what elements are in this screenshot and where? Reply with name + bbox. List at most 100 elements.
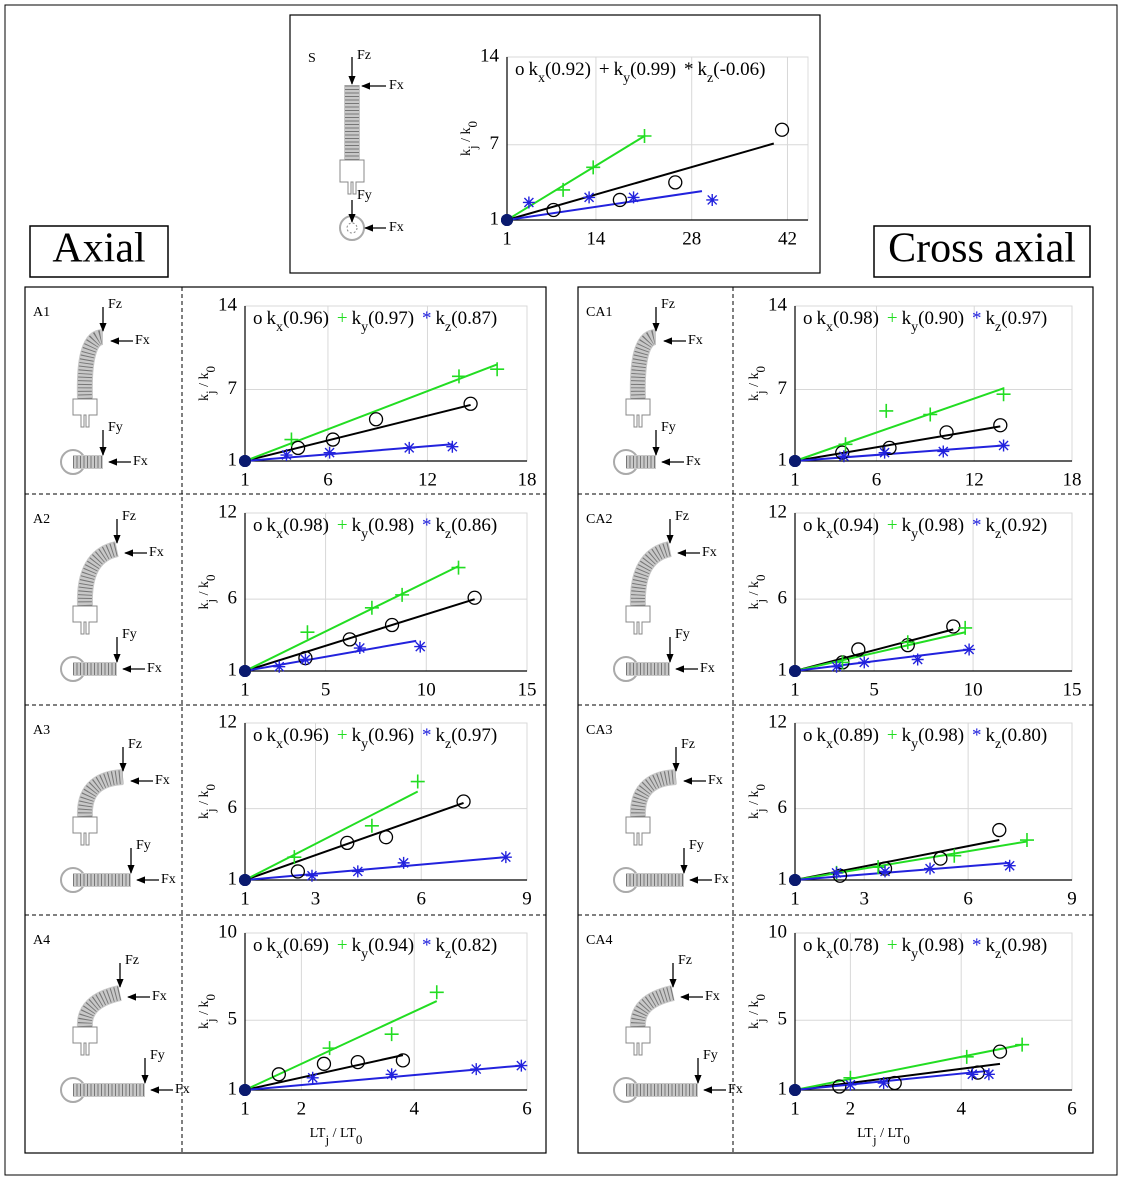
section-label: Axial — [52, 226, 145, 272]
data-point — [963, 643, 975, 655]
legend-note: (0.82) — [451, 935, 497, 956]
legend-name: k — [902, 308, 912, 329]
clamp — [626, 817, 650, 845]
x-tick-label: 14 — [586, 228, 606, 249]
force-label: Fx — [161, 872, 176, 887]
x-tick-label: 2 — [846, 1098, 856, 1119]
legend-name: k — [267, 935, 277, 956]
panel-label: CA1 — [586, 305, 612, 320]
x-tick-label: 1 — [240, 888, 250, 909]
legend-note: (0.97) — [368, 308, 414, 329]
clamp — [73, 606, 97, 634]
axis-label-part: k — [197, 394, 212, 401]
data-point — [352, 865, 364, 877]
x-tick-label: 6 — [323, 469, 333, 490]
force-label: Fz — [678, 953, 692, 968]
x-tick-label: 28 — [682, 228, 701, 249]
legend-name: k — [614, 59, 624, 80]
legend-note: (0.80) — [1001, 725, 1047, 746]
origin-point — [789, 665, 801, 677]
axis-label-part: k — [459, 149, 474, 156]
legend-note: (0.97) — [451, 725, 497, 746]
x-tick-label: 5 — [869, 679, 879, 700]
legend-sub: y — [361, 527, 368, 542]
legend-name: k — [986, 725, 996, 746]
panel-label: CA3 — [586, 723, 612, 738]
x-tick-label: 3 — [311, 888, 321, 909]
force-label: Fx — [389, 220, 404, 235]
legend-note: (-0.06) — [713, 59, 765, 80]
panel-label: CA4 — [586, 933, 612, 948]
legend-note: (0.69) — [283, 935, 329, 956]
data-point — [879, 447, 891, 459]
axis-label-part: k — [197, 603, 212, 610]
legend-name: k — [529, 59, 539, 80]
legend-marker: + — [599, 59, 610, 80]
legend-sub: y — [911, 737, 918, 752]
legend-marker: * — [422, 935, 432, 956]
legend-note: (0.87) — [451, 308, 497, 329]
force-label: Fz — [128, 737, 142, 752]
clamp — [73, 399, 97, 427]
legend-note: (0.99) — [630, 59, 676, 80]
axis-label-part: 0 — [753, 784, 768, 791]
data-point — [831, 867, 843, 879]
data-point — [273, 661, 285, 673]
force-label: Fx — [728, 1082, 743, 1097]
data-point — [831, 661, 843, 673]
ring — [347, 223, 357, 233]
legend-name: k — [817, 515, 827, 536]
axis-label: kj / k0 — [747, 784, 768, 819]
panel-label: A4 — [33, 933, 50, 948]
axis-label-part: 0 — [203, 366, 218, 373]
legend-name: k — [698, 59, 708, 80]
y-tick-label: 1 — [778, 449, 788, 470]
legend-name: k — [986, 935, 996, 956]
y-tick-label: 7 — [778, 378, 788, 399]
legend-marker: + — [337, 308, 348, 329]
legend-marker: o — [803, 935, 813, 956]
legend-marker: + — [337, 725, 348, 746]
legend-note: (0.98) — [918, 935, 964, 956]
data-point — [299, 654, 311, 666]
legend-name: k — [986, 515, 996, 536]
legend-name: k — [817, 935, 827, 956]
y-tick-label: 10 — [768, 921, 787, 942]
legend-name: k — [352, 308, 362, 329]
x-tick-label: 1 — [790, 1098, 800, 1119]
data-point — [398, 857, 410, 869]
legend-name: k — [352, 935, 362, 956]
legend-marker: o — [253, 515, 263, 536]
force-label: Fx — [688, 333, 703, 348]
force-label: Fz — [357, 48, 371, 63]
y-tick-label: 6 — [778, 797, 788, 818]
data-point — [858, 656, 870, 668]
legend-sub: x — [538, 71, 545, 86]
data-point — [446, 441, 458, 453]
legend-note: (0.78) — [833, 935, 879, 956]
y-tick-label: 5 — [228, 1009, 238, 1030]
legend-note: (0.89) — [833, 725, 879, 746]
legend-note: (0.98) — [368, 515, 414, 536]
x-tick-label: 4 — [956, 1098, 966, 1119]
y-tick-label: 1 — [228, 1078, 238, 1099]
legend-sub: x — [276, 737, 283, 752]
legend-marker: * — [972, 935, 982, 956]
axis-label-part: / k — [197, 790, 212, 808]
y-tick-label: 14 — [768, 294, 788, 315]
data-point — [280, 449, 292, 461]
axis-label: kj / k0 — [459, 121, 480, 156]
legend-sub: x — [826, 947, 833, 962]
x-tick-label: 4 — [409, 1098, 419, 1119]
panel-label: CA2 — [586, 512, 612, 527]
x-tick-label: 1 — [790, 469, 800, 490]
axis-label-part: 0 — [356, 1132, 363, 1147]
legend-note: (0.86) — [451, 515, 497, 536]
force-label: Fz — [122, 509, 136, 524]
legend-marker: o — [803, 725, 813, 746]
data-point — [628, 191, 640, 203]
legend-name: k — [267, 515, 277, 536]
legend-note: (0.96) — [283, 725, 329, 746]
x-tick-label: 12 — [965, 469, 984, 490]
data-point — [386, 1068, 398, 1080]
